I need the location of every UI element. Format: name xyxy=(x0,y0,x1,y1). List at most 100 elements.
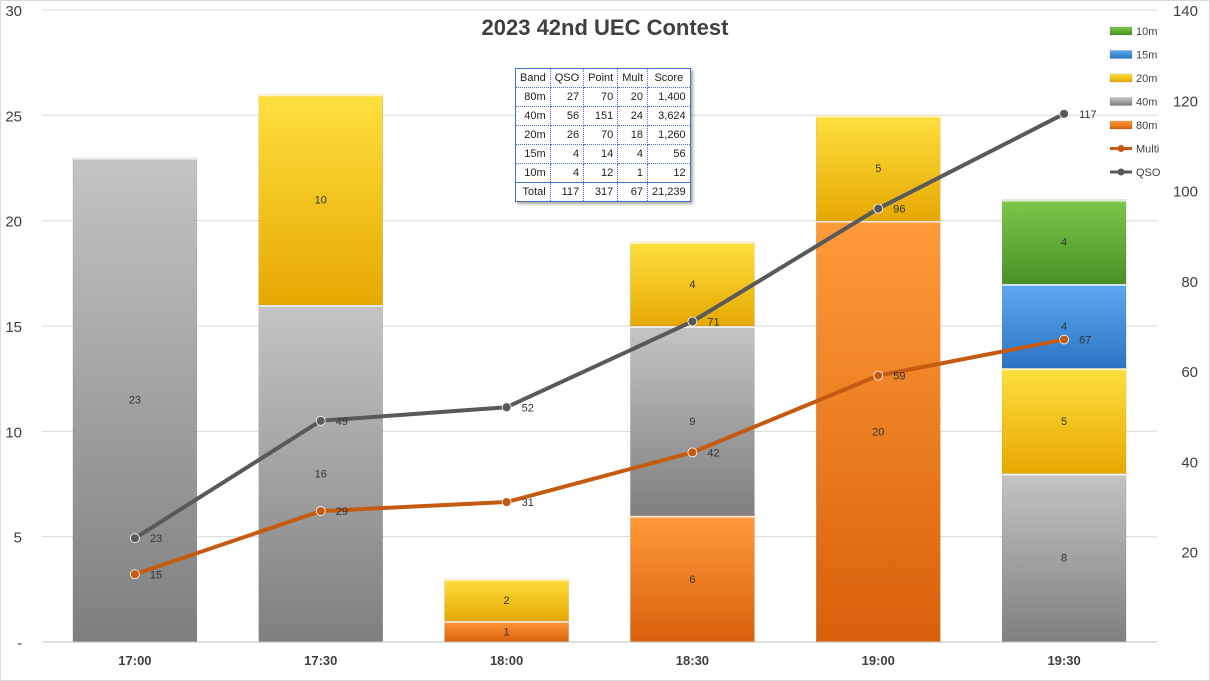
point-qso xyxy=(130,533,140,544)
bar-40m xyxy=(258,304,383,643)
legend-swatch-40m xyxy=(1109,97,1133,106)
cell-band: 15m xyxy=(515,144,551,164)
cell-mult: 18 xyxy=(617,125,649,145)
y-tick-label: 15 xyxy=(5,319,22,336)
y-tick-label: 10 xyxy=(5,424,22,441)
cell-qso: 27 xyxy=(549,87,585,107)
legend-label: 20m xyxy=(1136,73,1157,85)
point-label: 23 xyxy=(150,533,162,545)
x-tick-label: 19:00 xyxy=(862,653,895,668)
cell-qso: 4 xyxy=(549,144,585,164)
x-tick-label: 17:30 xyxy=(304,653,337,668)
legend-label: QSO xyxy=(1136,167,1161,179)
bar-80m xyxy=(630,515,755,643)
cell-mult: 20 xyxy=(617,87,649,107)
cell-score: 3,624 xyxy=(647,106,691,126)
cell-mult: 1 xyxy=(617,163,649,183)
point-label: 71 xyxy=(707,316,719,328)
bar-40m xyxy=(1001,473,1127,643)
table-row: 80m 27 70 20 1,400 xyxy=(515,87,691,107)
bar-80m xyxy=(816,220,941,643)
y-tick-label: 30 xyxy=(5,3,22,20)
bar-20m xyxy=(1001,367,1127,474)
point-multi xyxy=(130,569,140,580)
y2-tick-label: 120 xyxy=(1173,93,1198,110)
point-label: 15 xyxy=(150,569,162,581)
cell-qso: 117 xyxy=(549,182,585,202)
point-multi xyxy=(501,497,512,507)
cell-score: 56 xyxy=(647,144,691,164)
header-mult: Mult xyxy=(617,68,649,88)
y2-tick-label: 20 xyxy=(1181,545,1198,562)
cell-mult: 67 xyxy=(617,182,649,202)
cell-qso: 4 xyxy=(549,163,585,183)
bar-20m xyxy=(444,578,569,622)
cell-point: 14 xyxy=(583,144,619,164)
legend-swatch-15m xyxy=(1109,50,1133,59)
table-row: 40m 56 151 24 3,624 xyxy=(515,106,691,126)
line-qso xyxy=(132,111,1067,541)
point-label: 117 xyxy=(1079,109,1097,121)
y2-tick-label: 140 xyxy=(1173,3,1198,20)
legend-label: 10m xyxy=(1136,26,1157,38)
y-tick-label: 5 xyxy=(14,530,22,547)
bar-15m xyxy=(1001,283,1127,369)
point-label: 52 xyxy=(522,402,534,414)
point-qso xyxy=(315,415,326,426)
point-multi xyxy=(687,447,698,458)
legend-swatch-20m xyxy=(1109,73,1133,83)
bar-data-label: 4 xyxy=(1061,237,1067,249)
y-tick-label: - xyxy=(17,635,22,652)
point-label: 31 xyxy=(522,497,534,509)
legend-label: 15m xyxy=(1136,50,1157,62)
chart-title: 2023 42nd UEC Contest xyxy=(482,15,730,40)
table-row-total: Total 117 317 67 21,239 xyxy=(515,182,691,202)
score-table-header: Band QSO Point Mult Score xyxy=(515,68,691,88)
bar-20m xyxy=(258,94,383,306)
bar-data-label: 10 xyxy=(315,195,327,207)
legend-marker xyxy=(1117,145,1125,152)
cell-point: 70 xyxy=(583,125,619,145)
cell-band: Total xyxy=(515,182,551,202)
table-row: 10m 4 12 1 12 xyxy=(515,163,691,183)
header-score: Score xyxy=(647,68,691,88)
cell-qso: 56 xyxy=(549,106,585,126)
legend-swatch-10m xyxy=(1109,26,1133,36)
y-tick-label: 25 xyxy=(5,108,22,125)
table-row: 15m 4 14 4 56 xyxy=(515,144,691,164)
cell-point: 151 xyxy=(583,106,619,126)
cell-band: 20m xyxy=(515,125,551,145)
x-tick-label: 18:30 xyxy=(676,653,709,668)
bar-data-label: 9 xyxy=(689,416,695,428)
bar-data-label: 2 xyxy=(504,595,510,607)
bar-data-label: 4 xyxy=(1061,321,1067,333)
y2-tick-label: 60 xyxy=(1181,364,1198,381)
legend-marker xyxy=(1117,168,1125,176)
point-multi xyxy=(873,370,884,381)
bar-data-label: 23 xyxy=(129,395,141,407)
x-tick-label: 18:00 xyxy=(490,653,523,668)
point-label: 59 xyxy=(893,371,905,383)
bar-data-label: 20 xyxy=(872,426,884,438)
bar-data-label: 5 xyxy=(875,163,881,175)
legend-swatch-80m xyxy=(1109,120,1133,130)
bar-data-label: 16 xyxy=(315,468,327,480)
point-label: 67 xyxy=(1079,335,1091,347)
header-point: Point xyxy=(583,68,619,88)
bar-20m xyxy=(630,241,755,327)
x-tick-label: 19:30 xyxy=(1047,653,1080,668)
bar-data-label: 8 xyxy=(1061,553,1067,565)
legend-label: 80m xyxy=(1136,120,1157,132)
y2-tick-label: 80 xyxy=(1181,274,1198,291)
bar-data-label: 6 xyxy=(689,574,695,586)
bar-10m xyxy=(1001,199,1127,285)
cell-band: 40m xyxy=(515,106,551,126)
score-table: Band QSO Point Mult Score 80m 27 70 20 1… xyxy=(515,68,691,202)
point-qso xyxy=(1059,108,1069,119)
table-row: 20m 26 70 18 1,260 xyxy=(515,125,691,145)
cell-point: 70 xyxy=(583,87,619,107)
cell-mult: 24 xyxy=(617,106,649,126)
bar-data-label: 5 xyxy=(1061,416,1067,428)
y2-tick-label: 40 xyxy=(1181,454,1198,471)
cell-point: 12 xyxy=(583,163,619,183)
